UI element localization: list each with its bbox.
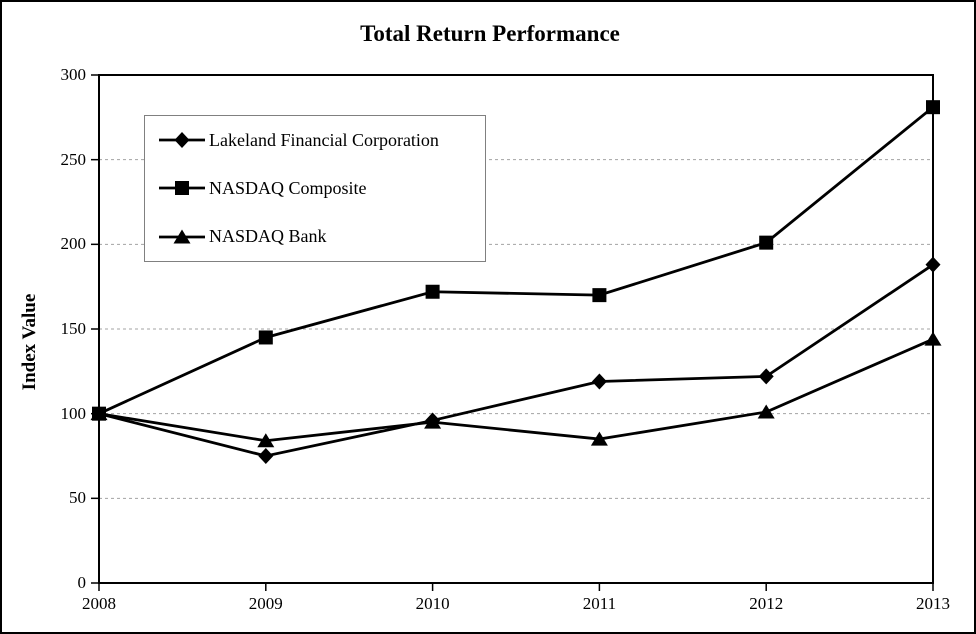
legend-label: NASDAQ Composite bbox=[209, 177, 367, 198]
series-line-nasdaq-composite bbox=[98, 106, 934, 415]
square-marker-icon bbox=[258, 330, 273, 345]
square-marker-icon bbox=[926, 100, 940, 115]
legend-key-diamond bbox=[159, 132, 205, 149]
triangle-marker-icon bbox=[924, 331, 942, 346]
legend-key-triangle bbox=[159, 229, 205, 244]
square-marker-icon bbox=[175, 181, 189, 196]
legend-item: NASDAQ Bank bbox=[158, 226, 485, 247]
triangle-marker-icon bbox=[173, 229, 191, 244]
chart-title: Total Return Performance bbox=[360, 21, 620, 46]
series-nasdaq-composite bbox=[92, 100, 940, 421]
legend-item: NASDAQ Composite bbox=[158, 178, 485, 199]
series-line-lakeland-financial-corporation bbox=[98, 263, 934, 458]
series-line-nasdaq-bank bbox=[98, 337, 934, 443]
diamond-marker-icon bbox=[758, 368, 774, 385]
diamond-marker-icon bbox=[174, 132, 190, 149]
diamond-marker-icon bbox=[258, 448, 274, 464]
triangle-marker-icon bbox=[257, 433, 275, 448]
legend-label: NASDAQ Bank bbox=[209, 226, 327, 247]
square-marker-icon bbox=[759, 235, 774, 250]
legend-key-square bbox=[159, 181, 205, 196]
legend-label: Lakeland Financial Corporation bbox=[209, 129, 439, 150]
triangle-marker-icon bbox=[424, 414, 442, 429]
diamond-marker-icon bbox=[925, 256, 941, 273]
triangle-marker-icon bbox=[590, 431, 608, 446]
square-marker-icon bbox=[92, 406, 106, 421]
triangle-marker-icon bbox=[757, 404, 775, 419]
square-marker-icon bbox=[425, 284, 440, 299]
series-nasdaq-bank bbox=[90, 331, 942, 448]
legend-item: Lakeland Financial Corporation bbox=[158, 130, 485, 151]
legend: Lakeland Financial Corporation NASDAQ Com… bbox=[144, 115, 486, 262]
diamond-marker-icon bbox=[591, 373, 607, 390]
square-marker-icon bbox=[592, 288, 607, 303]
